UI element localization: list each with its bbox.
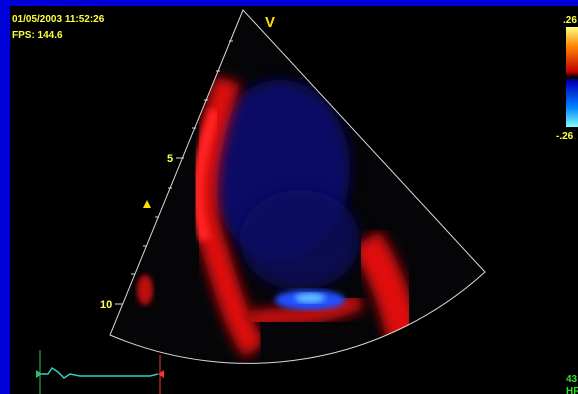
- corner-label: HR: [566, 386, 578, 394]
- scale-top: .26: [563, 15, 577, 26]
- frame-top: [0, 0, 578, 6]
- probe-marker: V: [265, 14, 275, 31]
- ultrasound-screen: V 5 10 01/05/2003 11:52:26 FPS: 144.6 .2…: [0, 0, 578, 394]
- timestamp: 01/05/2003 11:52:26: [12, 14, 105, 25]
- corner-value: 43: [566, 374, 578, 385]
- depth-label: 10: [100, 299, 112, 311]
- fps: FPS: 144.6: [12, 30, 63, 41]
- depth-label: 5: [167, 153, 173, 165]
- frame-left: [0, 0, 10, 394]
- scale-bottom: -.26: [556, 131, 574, 142]
- page: V 5 10 01/05/2003 11:52:26 FPS: 144.6 .2…: [0, 0, 578, 394]
- color-bar: [566, 27, 578, 127]
